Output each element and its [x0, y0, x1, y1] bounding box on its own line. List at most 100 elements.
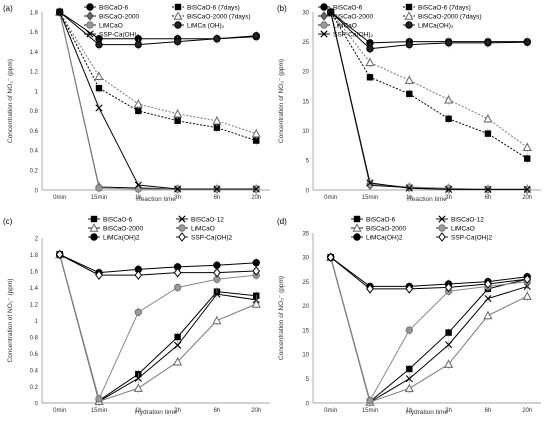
x-tick-label: 3h — [174, 408, 181, 414]
y-tick-label: 5 — [306, 377, 310, 383]
x-tick-label: 6h — [485, 195, 492, 201]
y-tick-label: 0.8 — [30, 109, 39, 115]
series — [55, 7, 261, 195]
series — [326, 8, 531, 55]
legend-marker — [90, 215, 98, 223]
legend-marker — [174, 3, 182, 11]
data-point — [445, 341, 453, 349]
series — [56, 8, 260, 195]
series-line — [330, 256, 528, 287]
legend-entry: LiMCa(OH)2 — [366, 234, 403, 241]
x-tick-label: 15min — [91, 408, 107, 414]
series-line — [59, 11, 257, 135]
panel-label: (b) — [277, 4, 287, 13]
data-point — [55, 249, 64, 260]
x-tick-label: 20h — [251, 408, 261, 414]
series-line — [59, 254, 257, 402]
panel-label: (a) — [3, 4, 13, 13]
x-tick-label: 3h — [445, 195, 452, 201]
legend: BiSCaO-6 BiSCaO-12 BiSCaO-2000 LiMCaO LiMCa(… — [351, 215, 493, 242]
y-tick-label: 15 — [302, 328, 309, 334]
series-line — [330, 257, 528, 402]
data-point — [94, 71, 104, 80]
data-point — [252, 266, 261, 276]
data-point — [173, 356, 183, 366]
legend-entry: SSP-Ca(OH)2 — [191, 234, 233, 241]
legend-entry: BiSCaO-12 — [191, 216, 224, 223]
data-point — [252, 259, 260, 267]
y-tick-label: 30 — [302, 10, 309, 16]
y-tick-label: 0.4 — [30, 149, 39, 155]
y-tick-label: 0.2 — [30, 169, 39, 175]
series-line — [330, 11, 528, 148]
data-point — [484, 279, 492, 289]
series-line — [59, 11, 257, 46]
x-axis-label: Hydration time — [135, 409, 177, 416]
legend-marker — [86, 11, 94, 21]
legend-marker — [89, 223, 99, 232]
data-point — [405, 375, 413, 383]
y-tick-label: 0.2 — [30, 385, 39, 391]
data-point — [213, 35, 221, 43]
data-point — [483, 114, 493, 123]
legend-marker — [438, 224, 446, 232]
chart-panel: (c) 0 0.2 0.4 0.6 0.8 1 1.2 1.4 1.6 1.8 2 0min 15min 1… — [3, 215, 270, 416]
data-point — [252, 32, 260, 40]
legend-entry: BiSCaO-6 — [103, 216, 133, 223]
x-tick-label: 1h — [135, 408, 142, 414]
legend-entry: BiSCaO-6 (7days) — [418, 4, 471, 11]
y-tick-label: 1 — [35, 89, 39, 95]
data-point — [134, 308, 143, 316]
legend-marker — [353, 233, 361, 241]
legend-marker — [320, 30, 328, 38]
legend-marker — [353, 215, 361, 223]
data-point — [406, 365, 413, 373]
y-tick-label: 1.4 — [30, 286, 39, 292]
data-point — [327, 8, 335, 16]
y-tick-label: 10 — [302, 353, 309, 359]
data-point — [445, 185, 453, 193]
legend-entry: LiMCaO — [191, 225, 215, 232]
data-point — [406, 90, 413, 98]
series-line — [330, 11, 528, 190]
data-point — [174, 185, 182, 193]
data-point — [366, 74, 374, 81]
y-tick-label: 20 — [302, 304, 309, 310]
series-line — [59, 11, 257, 142]
data-point — [134, 40, 143, 49]
legend-entry: BiSCaO-2000 — [333, 13, 373, 20]
series — [55, 249, 261, 281]
legend-entry: BiSCaO-2000 — [103, 225, 143, 232]
data-point — [483, 310, 493, 320]
data-point — [95, 270, 103, 280]
series-line — [330, 256, 528, 290]
legend-marker — [320, 21, 328, 29]
data-point — [326, 252, 335, 263]
legend-entry: BiSCaO-2000 (7days) — [418, 13, 482, 20]
series-line — [59, 254, 257, 274]
legend-marker — [86, 3, 94, 11]
series-line — [330, 11, 528, 50]
data-point — [522, 291, 532, 300]
data-point — [253, 137, 260, 144]
legend-marker — [438, 215, 446, 223]
data-point — [133, 99, 143, 108]
series-line — [330, 11, 528, 190]
data-point — [404, 75, 414, 84]
data-point — [405, 284, 414, 294]
y-tick-label: 0 — [306, 401, 310, 407]
y-tick-label: 0.8 — [30, 335, 39, 341]
series-line — [330, 11, 528, 159]
series — [326, 7, 532, 153]
data-point — [444, 282, 453, 293]
data-point — [95, 84, 103, 92]
data-point — [444, 39, 453, 47]
data-point — [134, 270, 143, 280]
y-tick-label: 25 — [302, 40, 309, 46]
legend-entry: SSP-Ca(OH)2 — [451, 234, 493, 241]
data-point — [133, 383, 143, 392]
data-point — [213, 185, 221, 193]
data-point — [366, 179, 374, 187]
y-tick-label: 0 — [35, 401, 39, 407]
